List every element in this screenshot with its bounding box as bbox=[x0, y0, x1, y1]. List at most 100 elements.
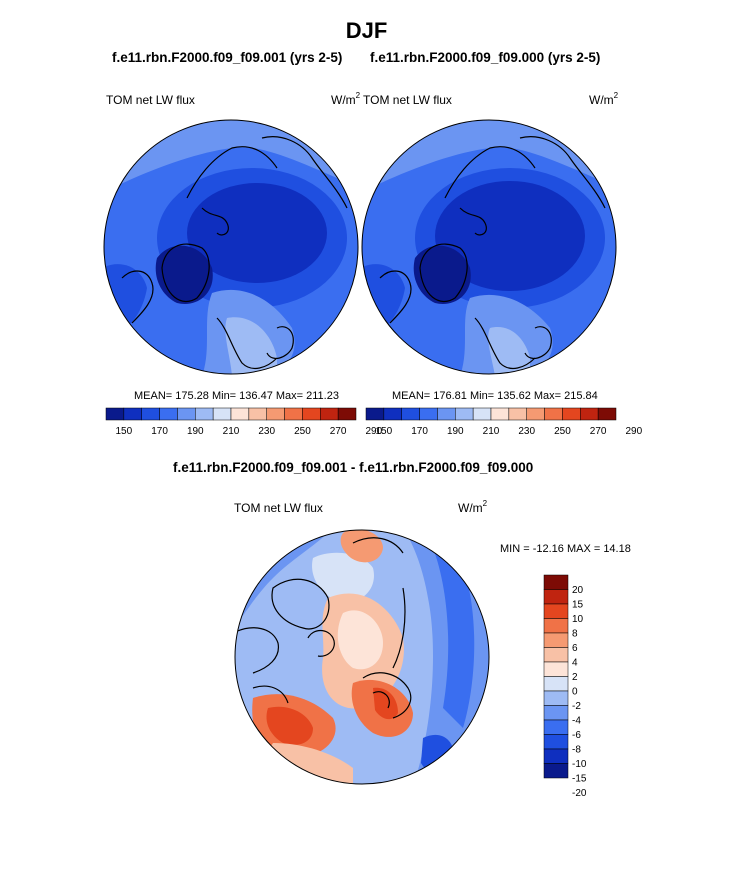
diff-colorbar-tick-label: -4 bbox=[572, 716, 581, 727]
diff-colorbar-swatch bbox=[543, 632, 569, 648]
right-map-region-inner bbox=[435, 181, 585, 291]
diff-unit-text: W/m bbox=[458, 501, 483, 515]
diff-colorbar-swatch bbox=[543, 705, 569, 721]
right-colorbar-tick-label: 270 bbox=[590, 426, 607, 437]
left-colorbar-swatch bbox=[230, 407, 250, 421]
right-colorbar-swatch bbox=[419, 407, 438, 421]
diff-colorbar-swatch bbox=[543, 763, 569, 779]
diff-colorbar-tick-label: -20 bbox=[572, 788, 587, 799]
right-colorbar-swatch bbox=[383, 407, 402, 421]
diff-colorbar-swatch bbox=[543, 618, 569, 634]
diff-panel-title: f.e11.rbn.F2000.f09_f09.001 - f.e11.rbn.… bbox=[173, 460, 534, 475]
left-map-greenland bbox=[155, 245, 213, 304]
diff-polar-map bbox=[234, 529, 490, 785]
diff-colorbar-tick-label: -6 bbox=[572, 730, 581, 741]
left-colorbar-tick-label: 290 bbox=[366, 426, 383, 437]
left-colorbar-tick-label: 150 bbox=[116, 426, 133, 437]
right-unit-label: W/m2 bbox=[589, 91, 618, 107]
diff-colorbar-swatch bbox=[543, 676, 569, 692]
diff-stats: MIN = -12.16 MAX = 14.18 bbox=[500, 543, 631, 555]
diff-map-arctic-neutral bbox=[312, 552, 374, 603]
left-colorbar-swatch bbox=[302, 407, 321, 421]
left-polar-map bbox=[103, 119, 359, 375]
diff-colorbar-swatch bbox=[543, 647, 569, 663]
diff-colorbar-tick-label: 6 bbox=[572, 643, 578, 654]
left-colorbar-swatch bbox=[320, 407, 339, 421]
diff-map-arctic-light bbox=[337, 610, 383, 670]
diff-colorbar-tick-label: 10 bbox=[572, 614, 584, 625]
diff-colorbar-tick-label: -15 bbox=[572, 774, 587, 785]
right-colorbar-tick-label: 170 bbox=[411, 426, 428, 437]
right-colorbar-swatch bbox=[490, 407, 510, 421]
left-colorbar-swatch bbox=[159, 407, 178, 421]
right-colorbar-swatch bbox=[455, 407, 474, 421]
diff-unit-label: W/m2 bbox=[458, 499, 487, 515]
diff-unit-sup: 2 bbox=[482, 499, 488, 508]
left-colorbar-swatch bbox=[141, 407, 160, 421]
left-unit-text: W/m bbox=[331, 93, 356, 107]
right-colorbar-tick-label: 210 bbox=[483, 426, 500, 437]
left-stats: MEAN= 175.28 Min= 136.47 Max= 211.23 bbox=[134, 390, 339, 402]
right-panel-title: f.e11.rbn.F2000.f09_f09.000 (yrs 2-5) bbox=[370, 50, 601, 65]
left-colorbar-tick-label: 270 bbox=[330, 426, 347, 437]
right-colorbar: 150 170 190 210 230 250 270 290 bbox=[365, 407, 643, 437]
left-map-border bbox=[103, 119, 359, 375]
diff-field-label: TOM net LW flux bbox=[234, 501, 323, 515]
right-map-atlantic-warm bbox=[488, 327, 530, 374]
diff-colorbar-tick-label: 15 bbox=[572, 600, 584, 611]
right-field-label: TOM net LW flux bbox=[363, 93, 452, 107]
left-colorbar-tick-label: 250 bbox=[294, 426, 311, 437]
right-colorbar-swatch bbox=[597, 407, 617, 421]
right-colorbar-swatch bbox=[526, 407, 545, 421]
diff-colorbar-tick-label: -8 bbox=[572, 745, 581, 756]
left-colorbar: 150 170 190 210 230 250 270 290 bbox=[105, 407, 383, 437]
diff-colorbar-tick-label: 4 bbox=[572, 658, 578, 669]
right-colorbar-tick-label: 150 bbox=[376, 426, 393, 437]
left-map-coastlines bbox=[121, 136, 348, 370]
right-unit-sup: 2 bbox=[613, 91, 619, 100]
diff-map-siberia-hot bbox=[373, 687, 398, 720]
diff-colorbar-swatch bbox=[543, 690, 569, 706]
right-map-greenland bbox=[413, 245, 471, 304]
left-colorbar-swatch bbox=[248, 407, 267, 421]
diff-colorbar-tick-label: -10 bbox=[572, 759, 587, 770]
diff-colorbar-swatch bbox=[543, 748, 569, 764]
diff-colorbar-tick-label: 8 bbox=[572, 629, 578, 640]
diff-colorbar-swatch bbox=[543, 719, 569, 735]
right-colorbar-swatch bbox=[437, 407, 456, 421]
left-colorbar-tick-label: 230 bbox=[258, 426, 275, 437]
left-colorbar-tick-label: 170 bbox=[151, 426, 168, 437]
diff-colorbar-tick-label: -2 bbox=[572, 701, 581, 712]
right-colorbar-swatch bbox=[580, 407, 599, 421]
diff-map-atlantic-hot bbox=[266, 706, 313, 745]
left-colorbar-swatch bbox=[266, 407, 285, 421]
diff-map-pacific-band bbox=[433, 548, 475, 728]
right-colorbar-tick-label: 250 bbox=[554, 426, 571, 437]
left-colorbar-tick-label: 210 bbox=[223, 426, 240, 437]
left-colorbar-swatch bbox=[212, 407, 232, 421]
left-unit-label: W/m2 bbox=[331, 91, 360, 107]
left-panel-title: f.e11.rbn.F2000.f09_f09.001 (yrs 2-5) bbox=[112, 50, 343, 65]
left-colorbar-swatch bbox=[337, 407, 357, 421]
right-colorbar-tick-label: 290 bbox=[626, 426, 643, 437]
right-colorbar-swatch bbox=[472, 407, 492, 421]
left-colorbar-swatch bbox=[195, 407, 214, 421]
right-unit-text: W/m bbox=[589, 93, 614, 107]
right-stats: MEAN= 176.81 Min= 135.62 Max= 215.84 bbox=[392, 390, 598, 402]
left-field-label: TOM net LW flux bbox=[106, 93, 195, 107]
right-colorbar-swatch bbox=[365, 407, 385, 421]
right-colorbar-swatch bbox=[508, 407, 527, 421]
diff-colorbar-tick-label: 20 bbox=[572, 585, 584, 596]
left-colorbar-swatch bbox=[177, 407, 196, 421]
left-map-region-inner bbox=[187, 183, 327, 283]
left-map-atlantic-warm bbox=[225, 317, 277, 374]
right-colorbar-tick-label: 190 bbox=[447, 426, 464, 437]
right-colorbar-swatch bbox=[562, 407, 581, 421]
right-colorbar-swatch bbox=[544, 407, 563, 421]
diff-colorbar-swatch bbox=[543, 603, 569, 619]
right-map-coastlines bbox=[379, 136, 606, 370]
right-polar-map bbox=[361, 119, 617, 375]
left-colorbar-tick-label: 190 bbox=[187, 426, 204, 437]
diff-colorbar-swatch bbox=[543, 734, 569, 750]
